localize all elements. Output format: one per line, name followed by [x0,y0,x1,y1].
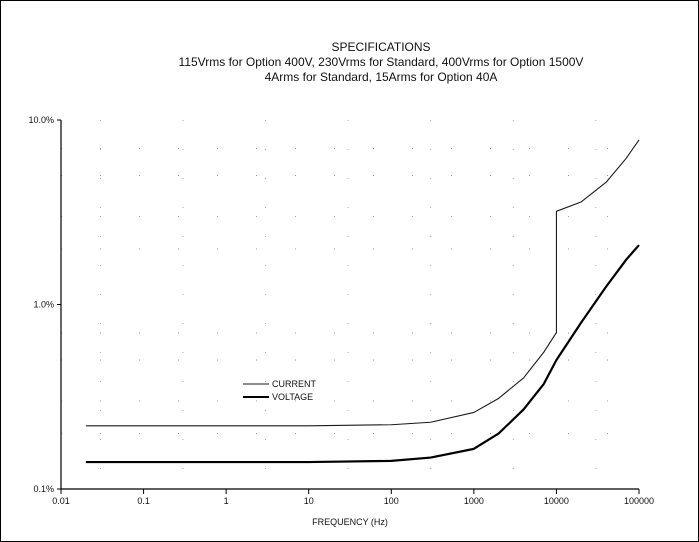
x-tick-label: 0.1 [137,496,150,506]
chart-subtitle-2: 4Arms for Standard, 15Arms for Option 40… [265,70,498,84]
x-tick-labels: 0.01 0.1 1 10 100 1000 10000 100000 [52,496,654,506]
chart-subtitle-1: 115Vrms for Option 400V, 230Vrms for Sta… [179,55,584,69]
y-tick-label: 0.1% [33,484,54,494]
grid [61,120,639,489]
x-tick-label: 100 [384,496,399,506]
y-tick-labels: 0.1% 1.0% 10.0% [28,115,54,494]
legend-label-current: CURRENT [272,379,317,389]
y-tick-label: 1.0% [33,300,54,310]
x-tick-label: 1 [224,496,229,506]
y-tick-label: 10.0% [28,115,54,125]
legend: CURRENT VOLTAGE [243,379,317,402]
series-line-current [85,139,640,427]
x-tick-label: 10 [304,496,314,506]
x-tick-label: 10000 [544,496,569,506]
x-tick-label: 100000 [624,496,654,506]
series-lines [85,139,640,464]
chart-title: SPECIFICATIONS [331,40,430,54]
legend-label-voltage: VOLTAGE [272,392,313,402]
series-line-voltage [85,244,640,464]
x-tick-label: 1000 [464,496,484,506]
axes [57,119,640,494]
x-tick-label: 0.01 [52,496,70,506]
x-axis-label: FREQUENCY (Hz) [312,517,388,527]
